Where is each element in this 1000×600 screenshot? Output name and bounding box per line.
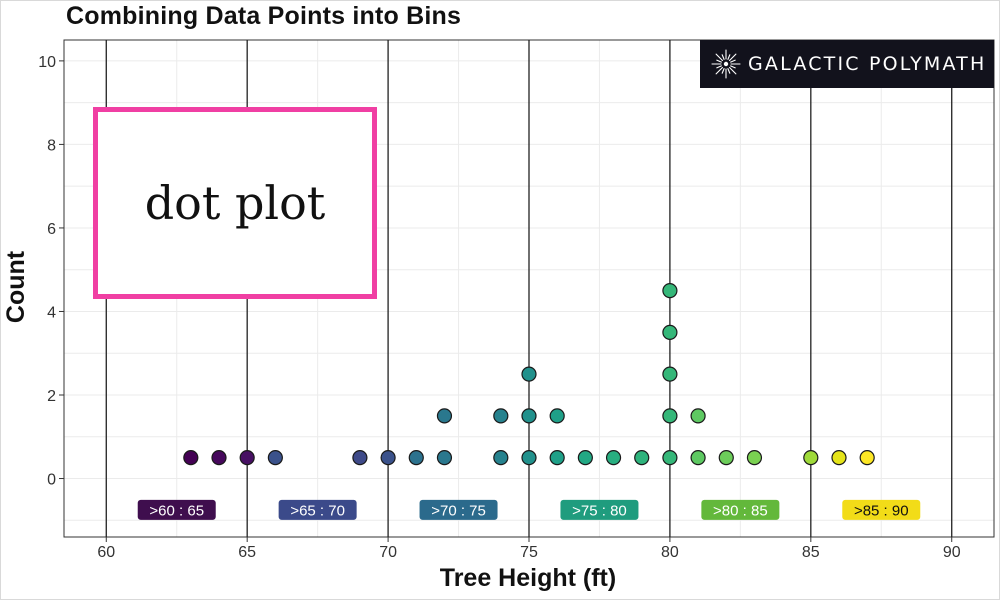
bin-label: >65 : 70 <box>278 499 357 520</box>
data-point <box>549 408 565 424</box>
data-point <box>662 324 678 340</box>
x-tick-label: 80 <box>661 544 679 561</box>
data-point <box>267 450 283 466</box>
starburst-ray <box>721 54 725 60</box>
data-point <box>436 408 453 424</box>
data-point <box>239 450 255 466</box>
bin-label-text: >85 : 90 <box>854 502 909 519</box>
bin-label-bg <box>842 499 921 520</box>
x-tick-label: 60 <box>97 544 115 561</box>
bin-label: >70 : 75 <box>419 499 498 520</box>
data-point <box>521 408 537 424</box>
x-tick-label: 85 <box>802 544 820 561</box>
data-point <box>690 408 706 424</box>
y-axis-label: Count <box>2 250 30 323</box>
starburst-ray <box>715 66 724 75</box>
axis-ticks: 60 65 70 75 80 85 90 0 2 4 6 8 10 <box>38 54 961 561</box>
starburst-ray <box>728 66 737 75</box>
bin-label-text: >65 : 70 <box>290 502 345 519</box>
starburst-icon <box>711 49 741 79</box>
data-point <box>577 450 593 466</box>
bin-label-text: >60 : 65 <box>149 502 204 519</box>
callout-text: dot plot <box>144 176 326 230</box>
data-point <box>352 450 368 466</box>
y-tick-label: 2 <box>47 388 56 405</box>
data-point <box>436 450 453 466</box>
chart-title: Combining Data Points into Bins <box>66 2 462 30</box>
data-point <box>831 450 847 466</box>
data-point <box>718 450 734 466</box>
starburst-ray <box>716 59 722 63</box>
data-point <box>408 450 424 466</box>
data-points <box>183 282 875 466</box>
bin-label: >60 : 65 <box>137 499 216 520</box>
x-axis-label: Tree Height (ft) <box>440 564 616 592</box>
data-point <box>690 450 706 466</box>
data-point <box>634 450 650 466</box>
data-point <box>521 366 537 382</box>
bin-label-bg <box>278 499 357 520</box>
bin-label-text: >75 : 80 <box>572 502 627 519</box>
bin-labels: >60 : 65 >65 : 70 >70 : 75 >75 : 80 >80 : 85… <box>137 499 921 520</box>
data-point <box>662 408 678 424</box>
data-point <box>605 450 622 466</box>
data-point <box>380 450 396 466</box>
bin-label-text: >80 : 85 <box>713 502 768 519</box>
data-point <box>549 450 565 466</box>
bin-label-bg <box>419 499 498 520</box>
starburst-ray <box>715 53 724 62</box>
bin-label: >85 : 90 <box>842 499 921 520</box>
y-tick-label: 6 <box>47 221 56 238</box>
data-point <box>859 450 875 466</box>
data-point <box>183 450 199 466</box>
bin-label: >75 : 80 <box>560 499 639 520</box>
starburst-ray <box>716 65 722 69</box>
data-point <box>803 450 819 466</box>
bin-label-text: >70 : 75 <box>431 502 486 519</box>
x-tick-label: 90 <box>943 544 961 561</box>
starburst-ray <box>730 65 736 69</box>
data-point <box>493 450 509 466</box>
y-tick-label: 0 <box>47 472 56 489</box>
data-point <box>662 366 678 382</box>
data-point <box>662 450 678 466</box>
data-point <box>662 282 678 299</box>
y-tick-label: 10 <box>38 54 56 71</box>
bin-label-bg <box>560 499 639 520</box>
bin-label: >80 : 85 <box>701 499 780 520</box>
data-point <box>493 408 509 424</box>
data-point <box>211 450 227 466</box>
starburst-ray <box>721 68 725 74</box>
data-point <box>521 450 537 466</box>
starburst-ray <box>728 53 737 62</box>
x-tick-label: 65 <box>238 544 256 561</box>
x-tick-label: 70 <box>379 544 397 561</box>
y-tick-label: 4 <box>47 304 56 321</box>
bin-label-bg <box>137 499 216 520</box>
logo-text: GALACTIC POLYMATH <box>748 53 987 75</box>
bin-label-bg <box>701 499 780 520</box>
dot-plot-callout-box: dot plot <box>93 107 377 299</box>
starburst-ray <box>730 59 736 63</box>
y-tick-label: 8 <box>47 137 56 154</box>
starburst-ray <box>727 68 731 74</box>
brand-logo: GALACTIC POLYMATH <box>700 40 994 88</box>
starburst-ray <box>727 54 731 60</box>
data-point <box>746 450 763 466</box>
x-tick-label: 75 <box>520 544 538 561</box>
